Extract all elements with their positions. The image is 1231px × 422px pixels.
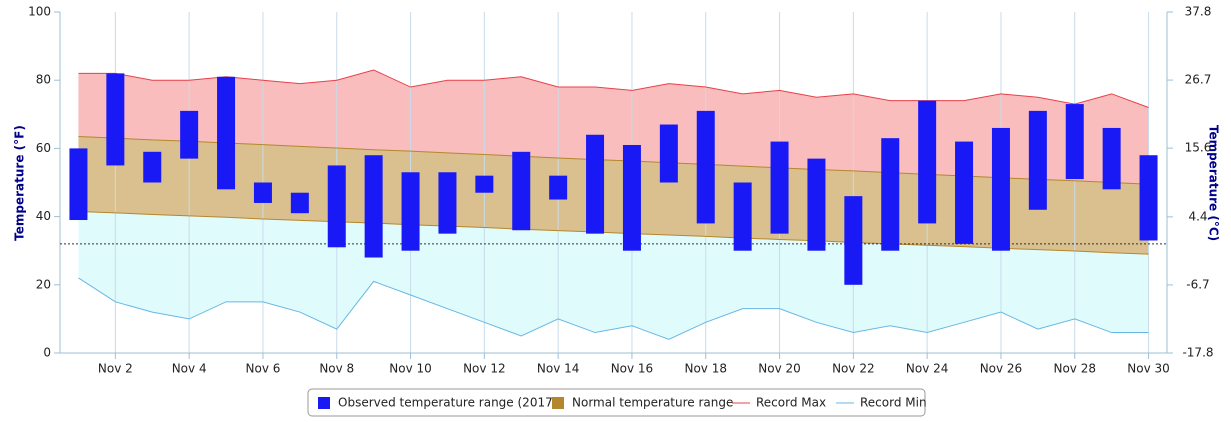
x-tick-label: Nov 12 <box>463 362 506 376</box>
y2-tick-label: -17.8 <box>1182 346 1213 360</box>
x-tick-label: Nov 10 <box>389 362 432 376</box>
x-tick-label: Nov 20 <box>758 362 801 376</box>
x-tick-label: Nov 26 <box>980 362 1023 376</box>
normal-edge <box>78 210 1149 255</box>
record-line <box>78 277 1149 340</box>
bar <box>918 100 937 224</box>
bar <box>106 73 125 166</box>
bar <box>733 182 752 251</box>
y-tick-label: 80 <box>36 73 51 87</box>
bar <box>881 138 900 251</box>
legend-label: Record Max <box>756 396 826 410</box>
bar <box>364 155 383 258</box>
bar <box>1028 110 1047 210</box>
y2-tick-label: 26.7 <box>1185 73 1212 87</box>
bar <box>696 110 715 224</box>
x-tick-label: Nov 24 <box>906 362 949 376</box>
y-tick-label: 0 <box>43 346 51 360</box>
x-tick-label: Nov 8 <box>319 362 354 376</box>
record-line <box>78 69 1149 108</box>
bar <box>1139 155 1158 241</box>
bar <box>217 76 236 190</box>
bar <box>586 134 605 234</box>
bar <box>1102 127 1121 190</box>
bar <box>770 141 789 234</box>
bar <box>549 175 568 200</box>
bar <box>844 196 863 285</box>
x-tick-label: Nov 22 <box>832 362 875 376</box>
x-tick-label: Nov 16 <box>611 362 654 376</box>
bar <box>512 151 531 231</box>
y2-tick-label: 37.8 <box>1185 5 1212 19</box>
bar <box>1065 104 1084 180</box>
bar <box>659 124 678 183</box>
legend-label: Normal temperature range <box>572 396 733 410</box>
bar <box>475 175 494 193</box>
legend-swatch <box>552 397 564 409</box>
y-tick-label: 100 <box>28 5 51 19</box>
x-tick-label: Nov 28 <box>1053 362 1096 376</box>
x-tick-label: Nov 4 <box>172 362 207 376</box>
bar <box>253 182 272 203</box>
bar <box>327 165 346 248</box>
x-tick-label: Nov 30 <box>1127 362 1170 376</box>
bar <box>807 158 826 251</box>
legend-label: Observed temperature range (2017) <box>338 396 557 410</box>
bar <box>955 141 974 244</box>
bar <box>622 144 641 251</box>
y2-tick-label: -6.7 <box>1186 277 1209 291</box>
y-tick-label: 40 <box>36 209 51 223</box>
bar <box>143 151 162 183</box>
y-tick-label: 60 <box>36 141 51 155</box>
y-tick-label: 20 <box>36 277 51 291</box>
bar <box>180 110 199 159</box>
bar <box>69 148 88 221</box>
x-tick-label: Nov 18 <box>684 362 727 376</box>
legend-swatch <box>318 397 330 409</box>
x-tick-label: Nov 2 <box>98 362 133 376</box>
bar <box>290 192 309 214</box>
band-fill <box>78 136 1149 255</box>
legend-box <box>307 388 926 417</box>
y2-axis-label: Temperature (°C) <box>1207 125 1221 241</box>
y2-tick-label: 15.6 <box>1185 141 1212 155</box>
y2-tick-label: 4.4 <box>1188 209 1207 223</box>
legend-label: Record Min <box>860 396 927 410</box>
x-tick-label: Nov 6 <box>246 362 281 376</box>
bar <box>438 172 457 234</box>
y-axis-label: Temperature (°F) <box>13 125 27 241</box>
x-tick-label: Nov 14 <box>537 362 580 376</box>
band-fill <box>78 69 1149 185</box>
bar <box>401 172 420 251</box>
bar <box>991 127 1010 251</box>
